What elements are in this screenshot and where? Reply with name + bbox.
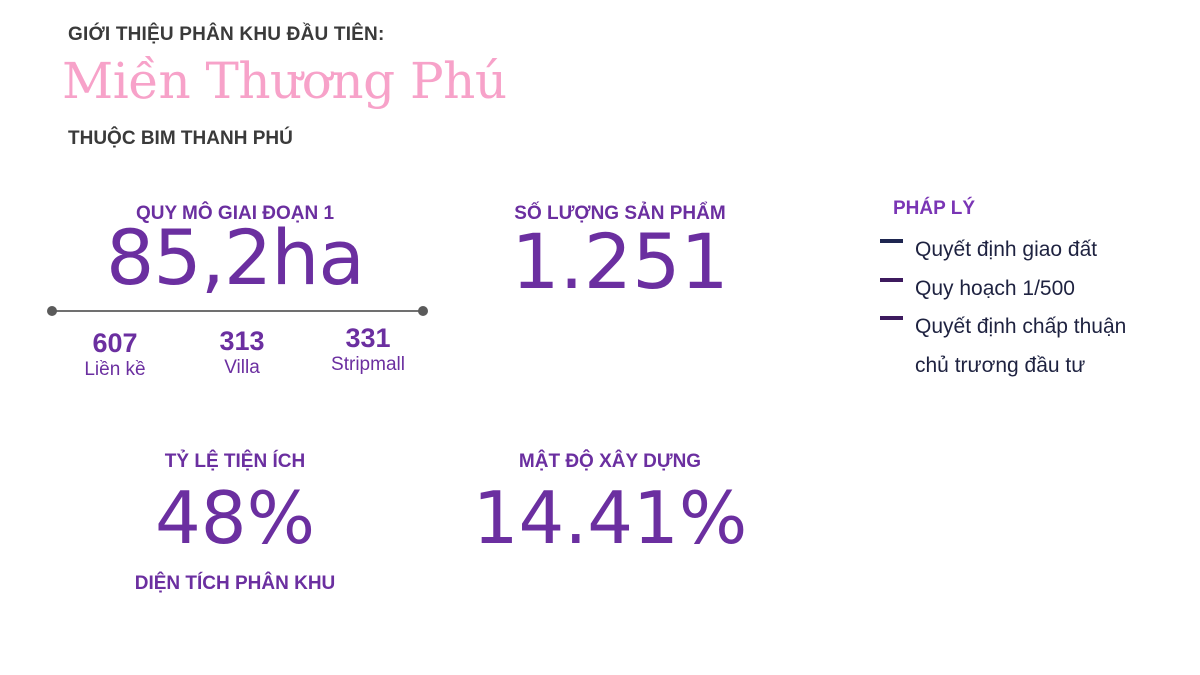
utility-label: TỶ LỆ TIỆN ÍCH xyxy=(164,451,306,472)
dash-bullet-icon xyxy=(880,316,903,320)
utility-value: 48% xyxy=(154,476,316,560)
breakdown-type: Villa xyxy=(224,357,260,378)
breakdown-type: Stripmall xyxy=(331,354,405,375)
density-value: 14.41% xyxy=(472,476,748,560)
density-label: MẬT ĐỘ XÂY DỰNG xyxy=(518,451,702,472)
products-label: SỐ LƯỢNG SẢN PHẨM xyxy=(514,203,726,224)
breakdown-stripmall: 331 Stripmall xyxy=(308,323,428,377)
legal-item-text: Quy hoạch 1/500 xyxy=(915,277,1075,300)
dash-bullet-icon xyxy=(880,278,903,282)
divider-dot-right xyxy=(418,306,428,316)
scale-value: 85,2ha xyxy=(106,213,365,302)
products-value: 1.251 xyxy=(511,217,729,306)
legal-item-text: Quyết định chấp thuận xyxy=(915,315,1127,338)
intro-kicker: GIỚI THIỆU PHÂN KHU ĐẦU TIÊN: xyxy=(68,24,385,45)
scale-divider xyxy=(52,310,424,312)
breakdown-count: 331 xyxy=(345,323,391,353)
divider-dot-left xyxy=(47,306,57,316)
legal-item: Quy hoạch 1/500 xyxy=(880,277,1075,301)
breakdown-type: Liền kề xyxy=(84,359,146,380)
legal-title: PHÁP LÝ xyxy=(893,198,976,219)
legal-item: Quyết định giao đất xyxy=(880,238,1097,262)
page-title: Miền Thương Phú xyxy=(62,52,507,110)
utility-sublabel: DIỆN TÍCH PHÂN KHU xyxy=(134,573,336,594)
legal-item-continuation: chủ trương đầu tư xyxy=(915,354,1086,377)
breakdown-villa: 313 Villa xyxy=(182,326,302,380)
dash-bullet-icon xyxy=(880,239,903,243)
breakdown-count: 313 xyxy=(219,326,265,356)
breakdown-townhouse: 607 Liền kề xyxy=(55,328,175,382)
breakdown-count: 607 xyxy=(92,328,138,358)
scale-label: QUY MÔ GIAI ĐOẠN 1 xyxy=(135,203,335,224)
legal-item-text: Quyết định giao đất xyxy=(915,238,1098,261)
legal-item: Quyết định chấp thuận xyxy=(880,315,1126,339)
page-subtitle: THUỘC BIM THANH PHÚ xyxy=(68,128,293,149)
